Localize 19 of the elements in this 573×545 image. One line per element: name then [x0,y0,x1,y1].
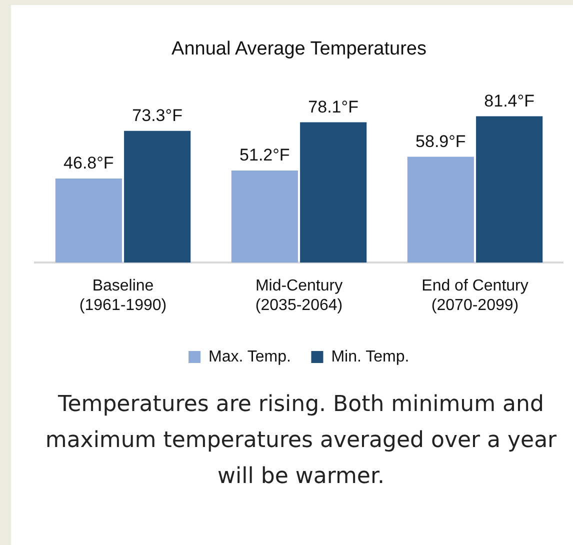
data-label: 81.4°F [484,91,534,110]
legend-label: Max. Temp. [208,348,291,366]
bar [476,116,543,263]
data-label: 46.8°F [64,154,114,173]
text: Temperatures are rising. Both minimum and maximum temperatures averaged over a year will be warmer. [44,391,558,491]
data-label: 58.9°F [416,132,466,151]
bar [300,122,367,263]
chart-title: Annual Average Temperatures [172,38,426,60]
x-tick-label: End of Century (2070-2099) [422,278,528,314]
x-tick-label: Baseline (1961-1990) [79,278,167,314]
data-label: 73.3°F [132,106,182,126]
bar [407,156,474,263]
legend-label: Min. Temp. [331,348,410,366]
bar [231,170,298,263]
data-label: 51.2°F [240,146,290,165]
bar [55,178,122,263]
bar [124,130,191,263]
data-label: 78.1°F [308,97,358,116]
x-tick-label: Mid-Century (2035-2064) [255,278,343,314]
